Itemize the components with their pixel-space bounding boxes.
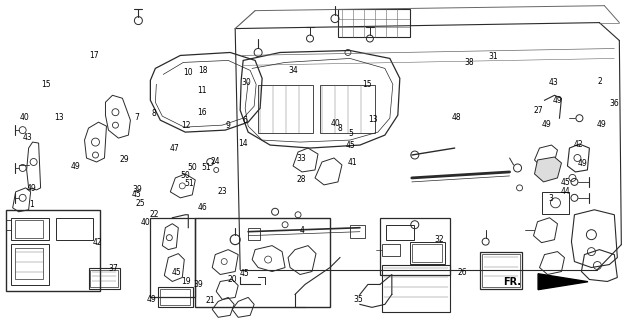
Text: 43: 43: [549, 78, 558, 87]
Text: 51: 51: [202, 163, 211, 172]
Bar: [542, 192, 570, 214]
Text: 22: 22: [149, 210, 159, 219]
Text: 16: 16: [197, 108, 207, 117]
Text: 36: 36: [609, 99, 619, 108]
Text: 49: 49: [26, 184, 36, 193]
Text: 49: 49: [552, 96, 562, 105]
Bar: [411, 244, 442, 261]
Polygon shape: [538, 274, 588, 290]
Text: 37: 37: [109, 264, 118, 273]
Text: 8: 8: [337, 124, 342, 133]
Text: 45: 45: [132, 190, 142, 199]
Text: 18: 18: [199, 66, 208, 75]
Text: 42: 42: [92, 238, 102, 247]
Text: 11: 11: [197, 86, 207, 95]
Text: 39: 39: [194, 280, 203, 289]
Text: 45: 45: [172, 268, 182, 277]
Bar: [161, 289, 190, 305]
Text: 5: 5: [348, 129, 353, 138]
Text: 2: 2: [597, 77, 602, 86]
Text: 12: 12: [181, 121, 190, 130]
Text: 4: 4: [299, 226, 304, 235]
Text: 51: 51: [185, 180, 194, 188]
Text: 9: 9: [225, 121, 230, 130]
Bar: [320, 85, 375, 133]
Text: 14: 14: [238, 139, 248, 148]
Text: 3: 3: [548, 194, 553, 204]
Text: 50: 50: [181, 171, 190, 180]
Bar: [15, 220, 43, 238]
Bar: [382, 244, 400, 256]
Text: 38: 38: [465, 58, 474, 67]
Text: 24: 24: [210, 157, 220, 166]
Bar: [56, 218, 93, 240]
Text: 49: 49: [542, 120, 552, 129]
Bar: [150, 218, 196, 297]
Bar: [258, 85, 313, 133]
Text: 10: 10: [183, 68, 192, 77]
Text: 17: 17: [90, 51, 99, 60]
Text: 46: 46: [197, 203, 207, 212]
Text: 15: 15: [41, 80, 51, 89]
Text: 40: 40: [20, 114, 30, 123]
Text: 44: 44: [561, 187, 571, 196]
Text: 45: 45: [240, 268, 250, 278]
Text: 49: 49: [147, 295, 156, 304]
Text: 43: 43: [22, 132, 32, 141]
Bar: [88, 268, 121, 289]
Text: 8: 8: [152, 109, 156, 118]
Text: 7: 7: [135, 114, 139, 123]
Text: 49: 49: [70, 162, 81, 171]
Text: 19: 19: [181, 276, 190, 285]
Bar: [410, 242, 444, 264]
Text: 13: 13: [54, 114, 64, 123]
Text: 25: 25: [135, 198, 145, 207]
Text: 23: 23: [218, 187, 227, 196]
Bar: [15, 248, 43, 279]
Text: 13: 13: [368, 115, 378, 124]
Text: 1: 1: [29, 200, 34, 209]
Bar: [91, 269, 119, 287]
Text: 50: 50: [187, 163, 197, 172]
Polygon shape: [535, 157, 561, 182]
Text: 29: 29: [119, 155, 129, 164]
Bar: [196, 218, 330, 307]
Text: 32: 32: [434, 235, 444, 244]
Text: 34: 34: [288, 66, 298, 75]
Bar: [382, 265, 450, 312]
Text: 35: 35: [354, 295, 364, 304]
Bar: [481, 253, 519, 287]
Text: 47: 47: [170, 144, 180, 153]
Text: 26: 26: [457, 268, 467, 277]
Text: FR.: FR.: [503, 277, 521, 287]
Text: 42: 42: [574, 140, 584, 149]
Text: 49: 49: [577, 159, 587, 168]
Text: 28: 28: [297, 175, 307, 184]
Bar: [338, 9, 410, 36]
Text: 15: 15: [362, 80, 371, 89]
Text: 21: 21: [205, 296, 215, 305]
Text: 49: 49: [596, 120, 606, 129]
Text: 33: 33: [297, 154, 307, 163]
Bar: [386, 225, 414, 240]
Text: 20: 20: [227, 275, 237, 284]
Text: 30: 30: [242, 78, 251, 87]
Bar: [479, 252, 521, 289]
Text: 39: 39: [132, 185, 142, 194]
Text: 45: 45: [561, 179, 571, 188]
Bar: [11, 218, 49, 240]
Text: 27: 27: [533, 106, 543, 115]
Text: 40: 40: [140, 218, 150, 227]
Text: 6: 6: [242, 116, 247, 125]
Bar: [6, 210, 100, 292]
Text: 31: 31: [489, 52, 498, 61]
Text: 48: 48: [452, 114, 462, 123]
Text: 45: 45: [345, 141, 356, 150]
Text: 40: 40: [330, 119, 340, 128]
Bar: [158, 287, 193, 307]
Bar: [11, 244, 49, 285]
Text: 41: 41: [347, 158, 357, 167]
Bar: [380, 218, 450, 276]
